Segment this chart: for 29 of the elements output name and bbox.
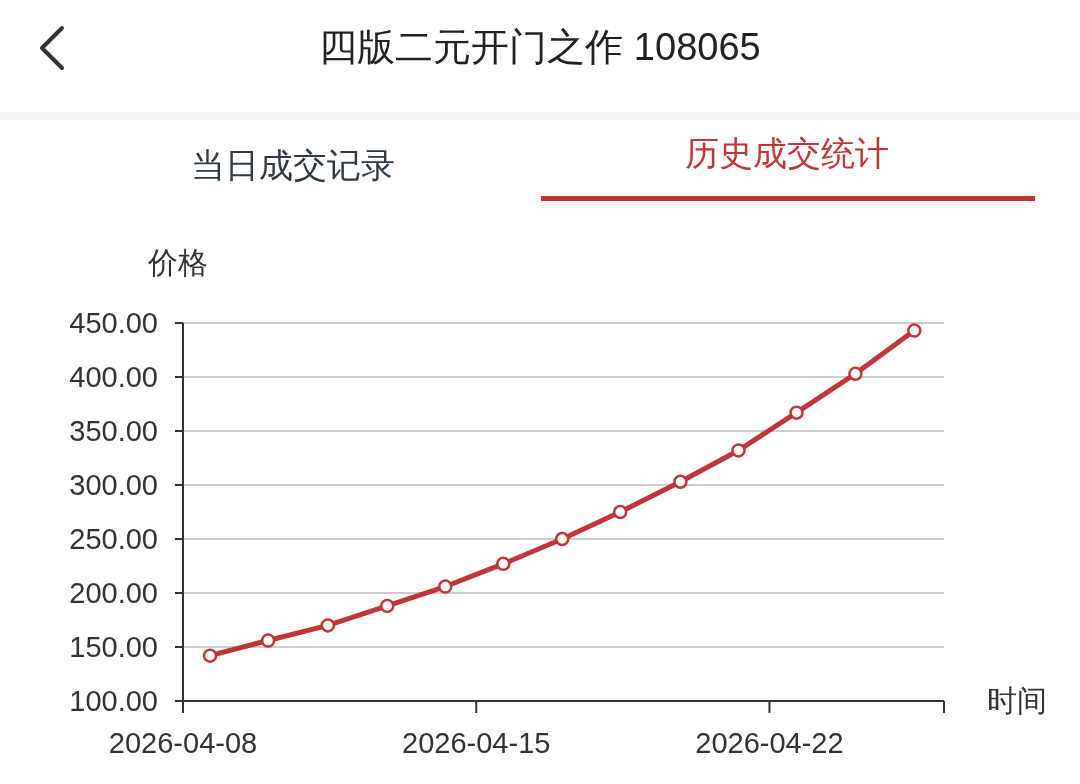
point [612, 504, 628, 520]
point [848, 366, 863, 382]
x-tick-label: 2026-04-08 [108, 727, 258, 759]
chart-title: 四版二元开门之作 108065 [319, 26, 761, 68]
point [260, 633, 276, 648]
point [789, 405, 804, 420]
point [379, 598, 395, 614]
point [496, 556, 511, 572]
x-tick-label: 2026-04-15 [402, 727, 551, 759]
y-tick-label: 450.00 [69, 307, 158, 339]
text: 历史成交统计 [685, 134, 889, 172]
point [731, 443, 746, 458]
y-axis-title: 价格 [147, 246, 208, 279]
y-tick-label: 200.00 [69, 577, 158, 609]
point [320, 618, 336, 633]
y-tick-label: 150.00 [69, 631, 158, 663]
y-tick-label: 250.00 [69, 523, 158, 555]
x-axis-title: 时间 [987, 684, 1047, 717]
x-tick-label: 2026-04-22 [695, 727, 844, 759]
y-tick-label: 100.00 [69, 685, 158, 717]
point [907, 323, 922, 338]
y-tick-label: 300.00 [69, 469, 158, 501]
point [554, 531, 570, 547]
point [202, 648, 218, 663]
y-tick-label: 400.00 [69, 361, 158, 393]
text: 当日成交记录 [191, 146, 395, 184]
point [438, 579, 453, 594]
y-tick-label: 350.00 [69, 415, 158, 447]
point [673, 474, 688, 490]
